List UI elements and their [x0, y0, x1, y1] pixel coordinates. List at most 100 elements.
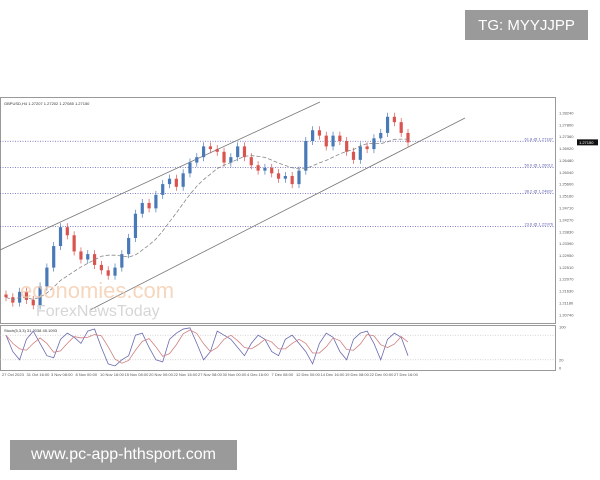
y-tick-label: 1.23830 — [559, 229, 574, 234]
x-tick-label: 10 Nov 16:00 — [100, 372, 125, 377]
y-tick-label: 1.22510 — [559, 265, 574, 270]
candle-body — [79, 251, 83, 260]
candle-body — [195, 157, 199, 163]
x-tick-label: 15 Nov 08:00 — [125, 372, 150, 377]
candle-body — [154, 194, 158, 209]
y-tick-label: 1.26480 — [559, 158, 574, 163]
candle-body — [174, 178, 178, 187]
x-tick-label: 20 Nov 00:00 — [149, 372, 174, 377]
chart-title: GBPUSD,H4 1.27207 1.27202 1.27085 1.2715… — [4, 101, 90, 106]
x-tick-label: 12 Dec 00:00 — [296, 372, 321, 377]
candle-body — [379, 132, 383, 139]
y-tick-label: 1.25160 — [559, 193, 574, 198]
candle-body — [65, 227, 69, 236]
candle-body — [406, 132, 410, 143]
x-tick-label: 3 Nov 08:00 — [51, 372, 73, 377]
candle-body — [24, 291, 29, 300]
current-price-tag — [577, 139, 598, 146]
candle-body — [181, 173, 185, 187]
candle-body — [304, 141, 308, 171]
candle-body — [229, 157, 233, 163]
y-tick-label: 1.27360 — [559, 134, 574, 139]
main-frame — [0, 97, 556, 324]
x-tick-label: 4 Dec 16:00 — [247, 372, 269, 377]
candle-body — [283, 176, 287, 179]
candle-body — [351, 151, 356, 160]
x-tick-label: 30 Nov 00:00 — [223, 372, 248, 377]
x-tick-label: 8 Nov 00:00 — [76, 372, 98, 377]
fib-label: 23.6 @ 1.22976 — [524, 221, 553, 226]
candle-body — [290, 176, 294, 185]
candle-body — [58, 227, 63, 247]
candle-body — [365, 146, 369, 150]
candle-body — [311, 130, 315, 142]
candle-body — [331, 135, 335, 147]
candle-body — [249, 157, 253, 166]
candle-body — [270, 167, 274, 174]
candle-body — [208, 146, 213, 150]
x-tick-label: 31 Oct 16:00 — [27, 372, 51, 377]
candle-body — [399, 122, 403, 133]
y-tick-label: 1.21180 — [559, 301, 574, 306]
candle-body — [317, 130, 322, 136]
x-tick-label: 27 Dec 16:00 — [394, 372, 419, 377]
y-tick-label: 1.21630 — [559, 289, 574, 294]
y-tick-label: 1.24270 — [559, 217, 574, 222]
y-tick-label: 1.22070 — [559, 277, 574, 282]
candle-body — [133, 213, 138, 238]
stoch-axis-label: 100 — [559, 325, 566, 330]
candle-body — [242, 146, 247, 158]
candle-body — [372, 138, 376, 150]
candle-body — [338, 135, 342, 142]
stoch-k-line — [5, 327, 409, 367]
candle-body — [201, 146, 206, 158]
site-banner: www.pc-app-hthsport.com — [10, 440, 237, 470]
candle-body — [236, 146, 240, 158]
x-tick-label: 27 Oct 2023 — [2, 372, 25, 377]
x-tick-label: 22 Nov 16:00 — [174, 372, 199, 377]
candle-body — [222, 151, 226, 163]
y-tick-label: 1.22950 — [559, 253, 574, 258]
candle-body — [4, 294, 8, 298]
candle-body — [358, 146, 362, 160]
stoch-axis-label: 20 — [559, 357, 564, 362]
x-tick-label: 22 Dec 00:00 — [370, 372, 395, 377]
candle-body — [31, 299, 35, 306]
candle-body — [127, 237, 131, 255]
x-tick-label: 19 Dec 08:00 — [345, 372, 370, 377]
fib-label: 38.2 @ 1.24837 — [524, 189, 553, 194]
y-tick-label: 1.26040 — [559, 170, 574, 175]
candle-body — [324, 135, 328, 147]
x-tick-label: 7 Dec 08:00 — [272, 372, 294, 377]
candle-body — [215, 149, 219, 152]
candle-body — [167, 178, 172, 185]
current-price-label: 1.27150 — [579, 140, 594, 145]
candle-body — [72, 235, 76, 252]
stoch-d-line — [5, 329, 409, 364]
x-tick-label: 27 Nov 08:00 — [198, 372, 223, 377]
stoch-axis-label: 0 — [559, 366, 562, 371]
stoch-frame — [0, 325, 556, 371]
fib-label: 61.8 @ 1.27187 — [524, 136, 553, 141]
candle-body — [86, 254, 90, 260]
y-tick-label: 1.25600 — [559, 182, 574, 187]
x-tick-label: 14 Dec 16:00 — [321, 372, 346, 377]
y-tick-label: 1.26920 — [559, 146, 574, 151]
candle-body — [38, 286, 42, 306]
candle-body — [45, 267, 49, 287]
tg-banner: TG: MYYJJPP — [465, 10, 588, 40]
candle-body — [120, 254, 124, 268]
candle-body — [147, 202, 151, 209]
candle-body — [113, 267, 117, 276]
fib-label: 50.0 @ 1.26012 — [524, 162, 553, 167]
candle-body — [345, 141, 349, 152]
candle-body — [161, 184, 165, 195]
candle-body — [188, 162, 192, 174]
watermark-subtitle: ForexNewsToday — [36, 303, 160, 320]
y-tick-label: 1.27800 — [559, 122, 574, 127]
y-tick-label: 1.28240 — [559, 111, 574, 116]
candle-body — [263, 167, 267, 171]
candle-body — [106, 270, 110, 276]
channel-upper-line — [0, 101, 321, 251]
